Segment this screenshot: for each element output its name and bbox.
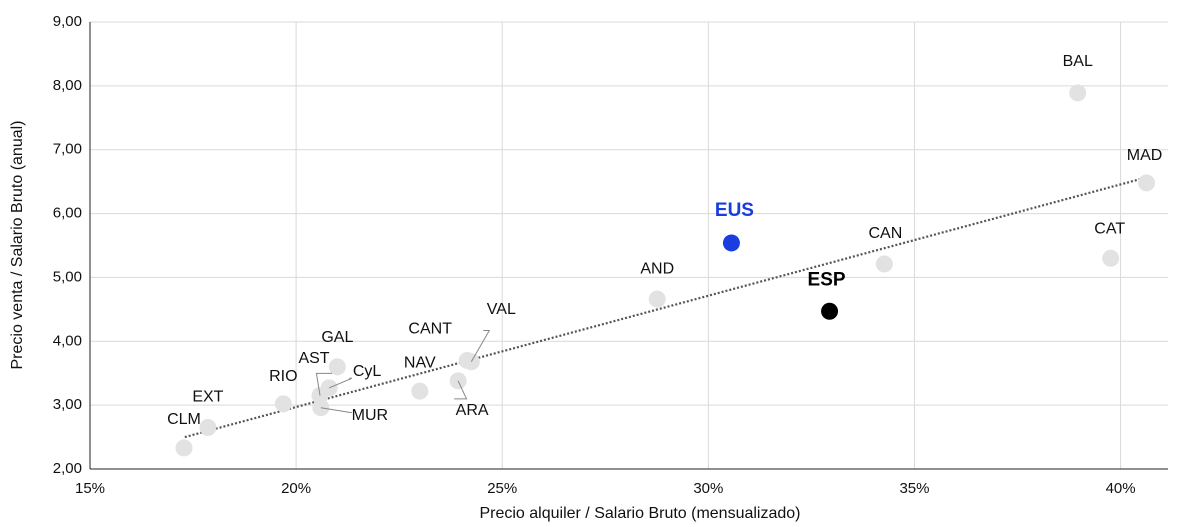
- x-tick-label: 20%: [281, 480, 311, 497]
- y-tick-label: 7,00: [53, 141, 82, 158]
- x-tick-label: 35%: [899, 480, 929, 497]
- point: [875, 255, 893, 273]
- point-label: EXT: [192, 389, 223, 406]
- point: [1069, 84, 1087, 102]
- y-axis-title: Precio venta / Salario Bruto (anual): [9, 120, 26, 369]
- point-label: EUS: [715, 200, 754, 221]
- point: [199, 418, 217, 436]
- point-label: CyL: [353, 363, 382, 380]
- trendline: [184, 176, 1148, 439]
- point-label: CAN: [868, 225, 902, 242]
- point-label: CANT: [408, 321, 452, 338]
- point-label: BAL: [1063, 53, 1093, 70]
- point-label: GAL: [321, 329, 353, 346]
- y-tick-label: 2,00: [53, 460, 82, 477]
- point-label: AND: [640, 260, 674, 277]
- y-tick-label: 3,00: [53, 396, 82, 413]
- x-tick-label: 40%: [1106, 480, 1136, 497]
- point-label: AST: [298, 350, 329, 367]
- point-label: NAV: [404, 354, 436, 371]
- point: [722, 234, 740, 252]
- y-tick-label: 6,00: [53, 205, 82, 222]
- point: [648, 290, 666, 308]
- leader-line: [315, 372, 333, 396]
- point-label: RIO: [269, 368, 297, 385]
- point-label: MUR: [352, 407, 388, 424]
- leader-line: [320, 407, 352, 413]
- point-label: CLM: [167, 411, 201, 428]
- point: [274, 395, 292, 413]
- x-tick-label: 15%: [75, 480, 105, 497]
- point-label: VAL: [487, 301, 516, 318]
- leader-line: [470, 330, 491, 362]
- point-label: ESP: [808, 269, 846, 290]
- leader-line: [328, 377, 353, 389]
- y-tick-label: 9,00: [53, 13, 82, 30]
- x-axis-title: Precio alquiler / Salario Bruto (mensual…: [479, 505, 800, 522]
- point: [175, 439, 193, 457]
- leader-line: [454, 380, 468, 400]
- point-label: CAT: [1094, 220, 1125, 237]
- point: [328, 358, 346, 376]
- y-tick-label: 8,00: [53, 77, 82, 94]
- point-label: MAD: [1127, 147, 1163, 164]
- y-tick-label: 4,00: [53, 332, 82, 349]
- point-label: ARA: [456, 402, 489, 419]
- point: [411, 382, 429, 400]
- point: [1138, 174, 1156, 192]
- point: [821, 302, 839, 320]
- point: [1102, 249, 1120, 267]
- x-tick-label: 25%: [487, 480, 517, 497]
- x-tick-label: 30%: [693, 480, 723, 497]
- y-tick-label: 5,00: [53, 268, 82, 285]
